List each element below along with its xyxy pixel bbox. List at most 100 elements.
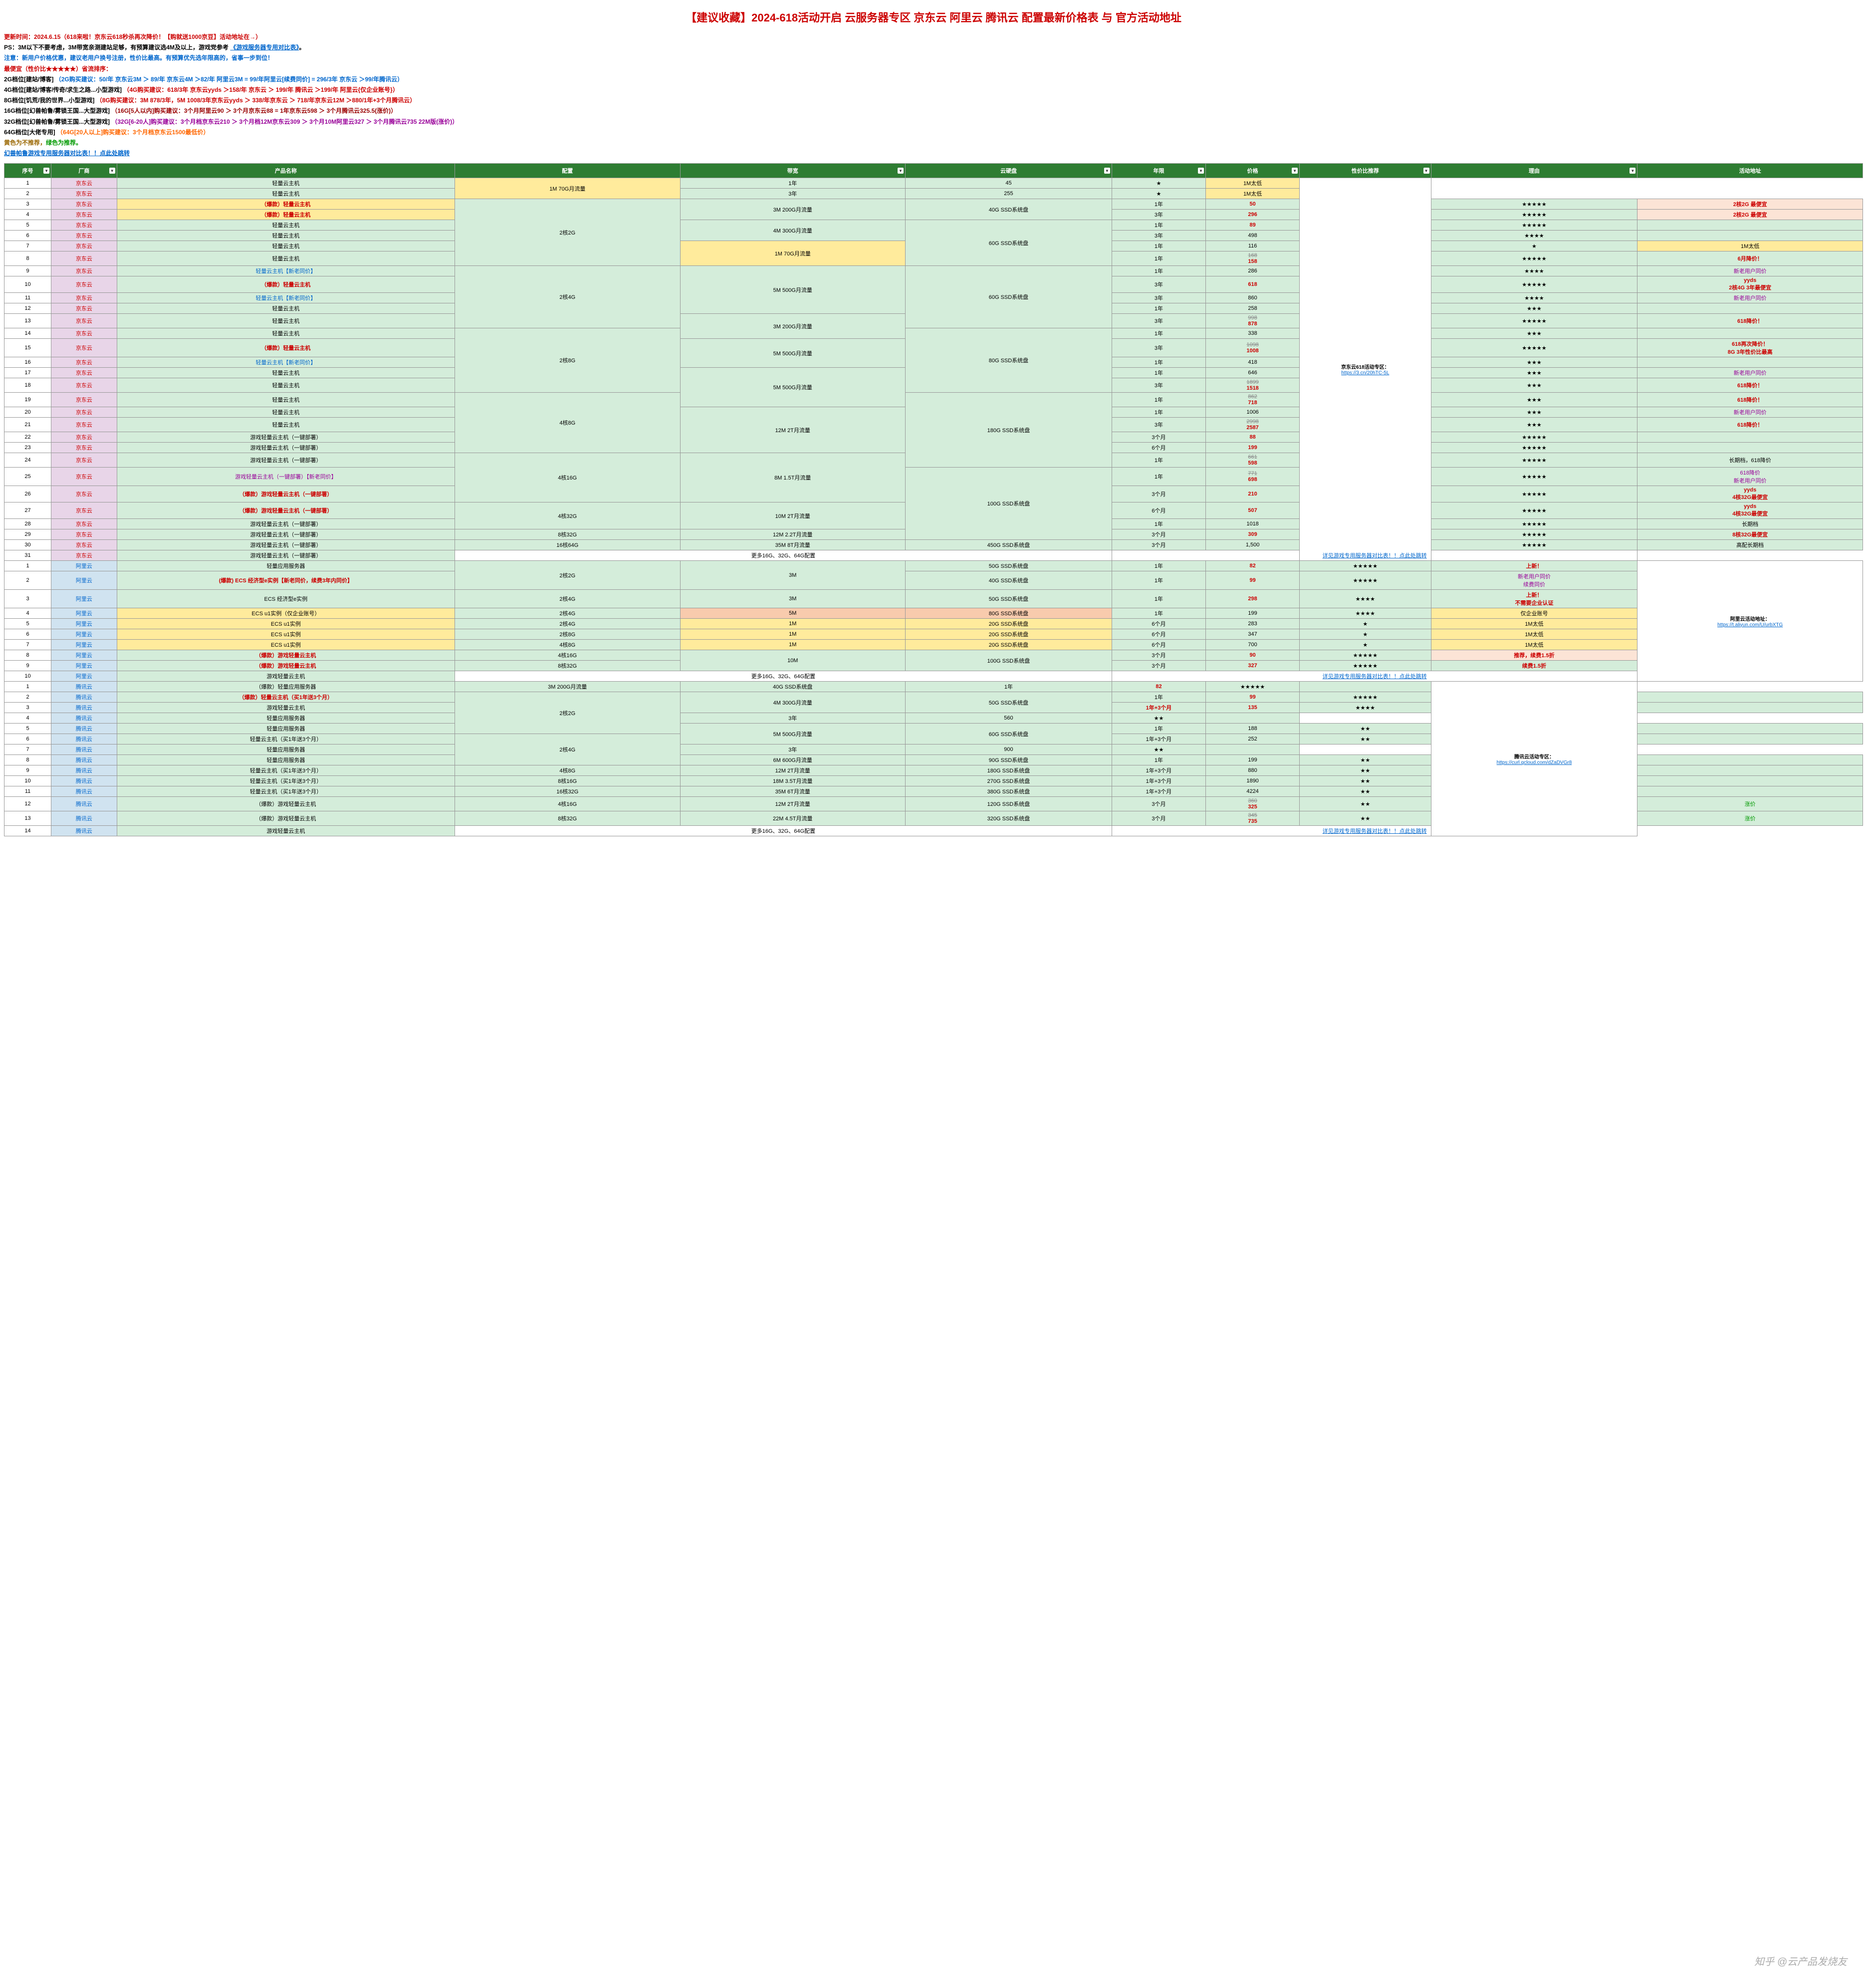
filter-icon[interactable]: ▼ [1630,168,1635,174]
cell-bandwidth: 1M 70G月流量 [455,178,681,199]
cell-product: 轻量云主机【新老同价】 [117,293,455,303]
cell-link[interactable]: 详见游戏专用服务器对比表！！点此处跳转 [1112,550,1637,561]
cell-reason [1637,692,1863,703]
cell-price: 418 [1206,357,1300,368]
cell-seq: 31 [4,550,51,561]
filter-icon[interactable]: ▼ [43,168,49,174]
cell-link[interactable]: 详见游戏专用服务器对比表！！点此处跳转 [1112,826,1637,836]
cell-year: 3个月 [1112,486,1205,502]
cell-price: 116 [1206,241,1300,251]
cell-price: 880 [1206,765,1300,776]
cell-disk: 60G SSD系统盘 [906,724,1112,745]
col-bw[interactable]: 带宽▼ [680,164,906,178]
col-seq[interactable]: 序号▼ [4,164,51,178]
cell-seq: 8 [4,251,51,266]
cell-year: 1年 [1112,571,1205,590]
cell-seq: 4 [4,210,51,220]
cell-link[interactable]: 详见游戏专用服务器对比表！！点此处跳转 [1112,671,1637,682]
cell-stars: ★★★★★ [1300,561,1431,571]
cell-disk: 180G SSD系统盘 [906,393,1112,468]
cell-price: 327 [1206,661,1300,671]
filter-icon[interactable]: ▼ [1104,168,1110,174]
cell-seq: 9 [4,661,51,671]
cell-reason: 2核2G 最便宜 [1637,210,1863,220]
cell-year: 1年 [1112,407,1205,418]
cell-product: 轻量云主机（买1年送3个月） [117,776,455,786]
cell-vendor: 京东云 [51,328,117,339]
col-product[interactable]: 产品名称 [117,164,455,178]
cell-reason: yyds4核32G最便宜 [1637,486,1863,502]
cell-bandwidth: 5M 500G月流量 [680,368,906,407]
cell-product: 轻量应用服务器 [117,561,455,571]
cell-seq: 8 [4,650,51,661]
cell-vendor: 京东云 [51,368,117,378]
game-server-link[interactable]: 《游戏服务器专用对比表》 [230,44,299,51]
cell-vendor: 腾讯云 [51,765,117,776]
cell-stars: ★★★ [1431,418,1637,432]
cell-year: 1年+3个月 [1112,776,1205,786]
cell-year: 3个月 [1112,811,1205,826]
cell-seq: 9 [4,765,51,776]
cell-config-more: 更多16G、32G、64G配置 [455,826,1112,836]
filter-icon[interactable]: ▼ [1423,168,1429,174]
cell-product: 游戏轻量云主机（一键部署） [117,540,455,550]
cell-year: 1年 [1112,266,1205,276]
activity-link[interactable]: https://curl.qcloud.com/dZaDVGr8 [1497,760,1572,765]
col-year[interactable]: 年限▼ [1112,164,1205,178]
activity-link[interactable]: https://3.cn/20hTC-5L [1341,370,1389,376]
col-star[interactable]: 性价比推荐▼ [1300,164,1431,178]
col-reason[interactable]: 理由▼ [1431,164,1637,178]
cell-vendor: 阿里云 [51,571,117,590]
cheapest-line: 最便宜（性价比★★★★★）省流排序： [4,64,1863,74]
cell-seq: 2 [4,189,51,199]
cell-year: 3个月 [1112,650,1205,661]
palworld-link[interactable]: 幻兽帕鲁游戏专用服务器对比表！！点此处跳转 [4,150,130,157]
filter-icon[interactable]: ▼ [109,168,115,174]
cell-seq: 7 [4,241,51,251]
cell-reason: 618降价！ [1637,314,1863,328]
col-url[interactable]: 活动地址 [1637,164,1863,178]
cell-product: 轻量云主机 [117,231,455,241]
cell-year: 3年 [1112,231,1205,241]
col-price[interactable]: 价格▼ [1206,164,1300,178]
filter-icon[interactable]: ▼ [1198,168,1204,174]
cell-product: 轻量云主机 [117,241,455,251]
cell-reason: yyds2核4G 3年最便宜 [1637,276,1863,293]
cell-price: 700 [1206,640,1300,650]
cell-stars: ★★ [1300,734,1431,745]
cell-stars: ★★★★★ [1431,339,1637,357]
cell-config: 4核32G [455,502,681,529]
col-disk[interactable]: 云硬盘▼ [906,164,1112,178]
cell-year: 3个月 [1112,661,1205,671]
cell-year: 3年 [1112,339,1205,357]
cell-seq: 2 [4,692,51,703]
activity-link[interactable]: https://t.aliyun.com/U/urbXTG [1717,622,1783,628]
cell-stars: ★★★★★ [1206,682,1300,692]
cell-bandwidth: 1M [680,640,906,650]
cell-reason: 上新！不需要企业认证 [1431,590,1637,608]
cell-config-more: 更多16G、32G、64G配置 [455,550,1112,561]
cell-stars: ★★★★ [1300,608,1431,619]
cell-year: 1年+3个月 [1112,734,1205,745]
cell-year: 6个月 [1112,502,1205,519]
cell-product: （爆款）轻量云主机 [117,210,455,220]
cell-vendor: 阿里云 [51,590,117,608]
cell-product: ECS 经济型e实例 [117,590,455,608]
cell-bandwidth: 12M 2.2T月流量 [680,529,906,540]
cell-year: 1年+3个月 [1112,703,1205,713]
cell-price: 99 [1206,571,1300,590]
cell-price: 199 [1206,755,1300,765]
cell-disk: 50G SSD系统盘 [906,561,1112,571]
cell-seq: 27 [4,502,51,519]
cell-product: （爆款）游戏轻量云主机（一键部署） [117,486,455,502]
cell-reason: 618再次降价！8G 3年性价比最高 [1637,339,1863,357]
cell-price: 210 [1206,486,1300,502]
cell-config: 8核16G [455,776,681,786]
cell-disk: 100G SSD系统盘 [906,650,1112,671]
filter-icon[interactable]: ▼ [898,168,904,174]
col-vendor[interactable]: 厂商▼ [51,164,117,178]
col-config[interactable]: 配置 [455,164,681,178]
cell-bandwidth: 22M 4.5T月流量 [680,811,906,826]
tier-label: 4G档位[建站/博客/传奇/求生之路...小型游戏] [4,86,122,93]
filter-icon[interactable]: ▼ [1292,168,1298,174]
